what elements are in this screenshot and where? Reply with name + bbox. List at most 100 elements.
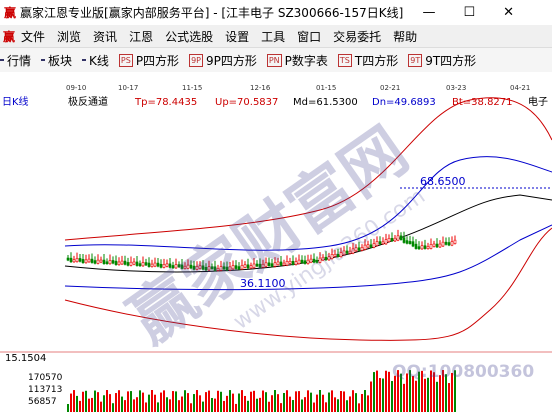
channel-line (64, 194, 552, 273)
candle-body (75, 258, 79, 262)
volume-bar (130, 391, 132, 412)
volume-bar (196, 390, 198, 412)
tool-button[interactable]: 9P 9P四方形 (189, 52, 257, 69)
channel-line (64, 224, 552, 291)
volume-bar (97, 392, 99, 412)
menu-icon: 赢 (3, 29, 16, 44)
candle-body (333, 253, 337, 257)
window-controls[interactable]: —☐✕ (422, 5, 542, 20)
menu-item[interactable]: 工具 (261, 29, 286, 44)
candle-body (147, 262, 151, 267)
candle-body (444, 241, 448, 245)
candle-body (66, 257, 70, 261)
tool-button[interactable]: 9T 9T四方形 (408, 52, 476, 69)
date-label: 04-21 (510, 84, 530, 92)
volume-bar (127, 391, 129, 412)
candle-body (453, 239, 457, 244)
menu-item[interactable]: 江恩 (129, 29, 154, 44)
candle-body (342, 250, 346, 256)
candle-body (99, 259, 103, 263)
candle-body (348, 250, 352, 254)
menu-item[interactable]: 公式选股 (165, 29, 214, 44)
menu-item[interactable]: 浏览 (57, 29, 82, 44)
tool-label: K线 (89, 53, 109, 68)
tool-button[interactable]: 行情 (0, 52, 31, 69)
volume-bar (385, 370, 387, 412)
volume-bar (448, 383, 450, 412)
volume-bar (373, 372, 375, 412)
volume-bar (277, 394, 279, 412)
candle-body (141, 262, 145, 267)
volume-bar (406, 373, 408, 412)
volume-bar (82, 391, 84, 412)
candle-body (177, 264, 181, 268)
candle-body (249, 265, 253, 269)
volume-bar (379, 378, 381, 412)
candle-body (111, 260, 115, 264)
candle-body (138, 263, 142, 267)
candle-body (315, 259, 319, 263)
volume-tick: 56857 (28, 397, 57, 407)
candle-body (351, 248, 355, 254)
candle-body (396, 235, 400, 241)
menu-item[interactable]: 文件 (21, 29, 46, 44)
tool-button[interactable]: K线 (82, 52, 109, 69)
tool-icon: PS (118, 53, 133, 67)
candle-body (150, 263, 154, 267)
tool-label: 9T四方形 (425, 53, 477, 68)
volume-bar (100, 401, 102, 412)
indicator-param: Md=61.5300 (293, 97, 358, 108)
candle-body (132, 261, 136, 265)
candle-body (126, 262, 130, 266)
volume-bar (238, 393, 240, 412)
volume-bar (139, 390, 141, 412)
candle-body (312, 258, 316, 263)
candle-body (114, 260, 118, 265)
volume-bar (355, 393, 357, 412)
volume-bar (436, 381, 438, 412)
tool-icon (0, 59, 4, 61)
stock-label: 电子 (528, 95, 548, 108)
tool-button[interactable]: TS T四方形 (337, 52, 398, 69)
chart-bg (0, 72, 552, 412)
volume-bar (289, 396, 291, 412)
volume-bar (202, 401, 204, 412)
candle-body (330, 254, 334, 259)
tool-button[interactable]: PS P四方形 (118, 52, 179, 69)
menu-item[interactable]: 设置 (225, 29, 250, 44)
candle-body (300, 259, 304, 264)
volume-bar (349, 396, 351, 412)
volume-bar (376, 370, 378, 412)
candle-body (270, 263, 274, 267)
menu-item[interactable]: 资讯 (93, 29, 118, 44)
volume-bar (358, 403, 360, 412)
volume-bar (181, 396, 183, 412)
menu-item[interactable]: 帮助 (393, 29, 418, 44)
menu-item[interactable]: 窗口 (297, 29, 322, 44)
volume-bar (274, 390, 276, 412)
volume-tick: 113713 (28, 385, 62, 395)
volume-bar (328, 392, 330, 412)
candle-body (369, 244, 373, 248)
candle-body (303, 260, 307, 264)
date-label: 12-16 (250, 84, 271, 92)
volume-bar (391, 381, 393, 412)
volume-bar (421, 370, 423, 412)
volume-bar (208, 390, 210, 412)
tool-button[interactable]: 板块 (41, 52, 72, 69)
candle-body (411, 241, 415, 247)
tool-icon (82, 59, 87, 61)
candle-body (267, 262, 271, 266)
candle-body (357, 247, 361, 251)
candle-body (84, 259, 88, 264)
indicator-param: Bt=38.8271 (452, 97, 513, 108)
volume-bar (442, 370, 444, 412)
candle-body (297, 259, 301, 264)
candle-body (174, 264, 178, 269)
tool-icon: TS (337, 53, 352, 67)
tool-button[interactable]: PN P数字表 (266, 52, 328, 69)
volume-bar (364, 390, 366, 412)
tool-label: 9P四方形 (205, 53, 257, 68)
menu-item[interactable]: 交易委托 (333, 29, 382, 44)
candle-body (129, 261, 133, 266)
